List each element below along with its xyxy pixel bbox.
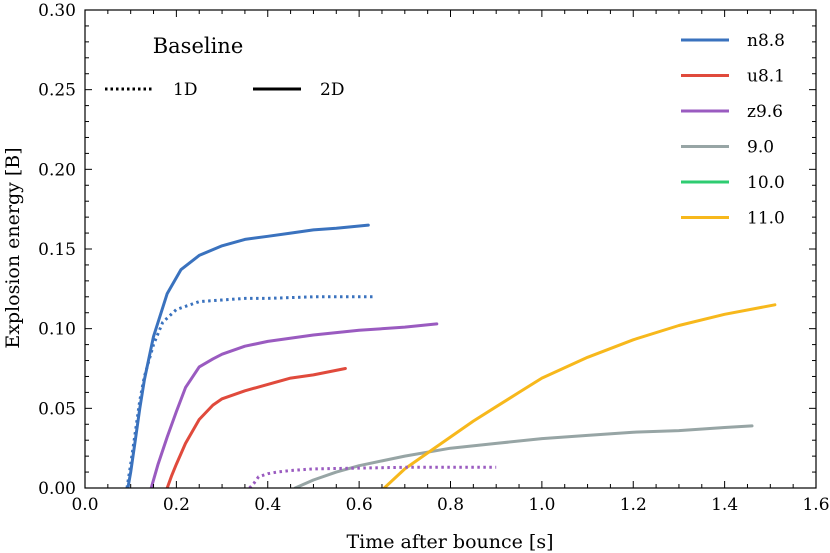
legend-label-9-0: 9.0 [747,138,774,158]
series-line-u8-1 [165,367,347,488]
series-line-z9-6-1d [248,465,497,488]
axis-tick-labels: 0.0 0.2 0.4 0.6 0.8 1.0 1.2 1.4 1.6 0.00 0.05 0.10 0… [38,1,829,515]
style-annotation: Baseline 1D 2D [105,34,344,100]
series-line-9-0 [293,424,754,488]
legend-label-10-0: 10.0 [747,173,785,193]
axis-ticks [84,9,817,489]
y-tick-label: 0.00 [38,479,76,499]
y-tick-label: 0.25 [38,81,76,101]
x-tick-label: 0.6 [346,495,373,515]
y-tick-label: 0.15 [38,240,76,260]
series-line-n8-8 [126,223,370,488]
x-tick-label: 0.0 [71,495,98,515]
style-2d-label: 2D [320,80,344,100]
series-line-n8-8-1d [125,295,373,488]
y-tick-label: 0.05 [38,399,76,419]
y-tick-label: 0.30 [38,1,76,21]
x-axis-label: Time after bounce [s] [347,531,554,553]
y-tick-label: 0.10 [38,320,76,340]
x-tick-label: 1.6 [802,495,829,515]
annotation-title: Baseline [153,34,244,58]
style-1d-label: 1D [173,80,197,100]
x-tick-label: 1.2 [620,495,647,515]
series-line-11-0 [382,303,777,488]
y-tick-label: 0.20 [38,160,76,180]
legend-label-z9-6: z9.6 [747,102,783,122]
legend-label-u8-1: u8.1 [747,67,785,87]
legend-label-11-0: 11.0 [747,209,785,229]
x-tick-label: 1.0 [528,495,555,515]
chart-plot-area [125,223,777,488]
x-tick-label: 0.2 [163,495,190,515]
x-tick-label: 0.4 [254,495,281,515]
x-tick-label: 0.8 [437,495,464,515]
series-line-z9-6 [149,322,439,488]
y-axis-label: Explosion energy [B] [2,147,24,348]
x-tick-label: 1.4 [711,495,738,515]
legend: n8.8 u8.1 z9.6 9.0 10.0 11.0 [681,31,785,229]
legend-label-n8-8: n8.8 [747,31,785,51]
